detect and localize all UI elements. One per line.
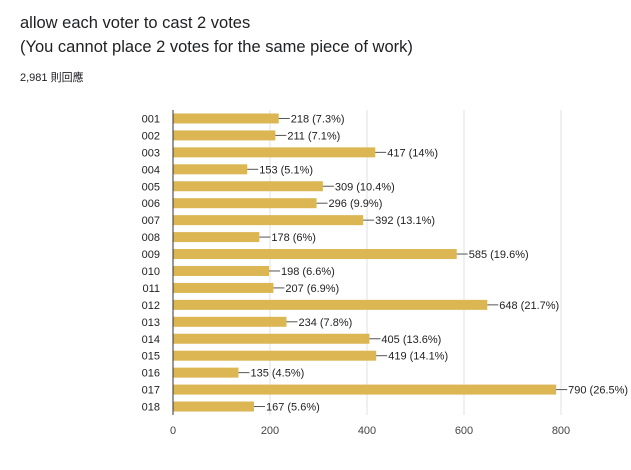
data-label: 234 (7.8%) [298, 317, 352, 329]
data-label: 392 (13.1%) [375, 215, 435, 227]
data-label: 309 (10.4%) [335, 181, 395, 193]
gridlines [269, 110, 562, 415]
bars [173, 113, 557, 412]
bar-003 [173, 147, 376, 158]
data-label: 178 (6%) [271, 232, 316, 244]
bar-004 [173, 164, 248, 175]
category-label: 003 [142, 147, 160, 159]
bar-012 [173, 299, 488, 310]
data-label: 419 (14.1%) [388, 351, 448, 363]
bar-011 [173, 282, 274, 293]
category-label: 001 [142, 113, 160, 125]
bar-015 [173, 350, 377, 361]
category-label: 014 [142, 334, 160, 346]
data-label: 218 (7.3%) [291, 113, 345, 125]
category-label: 017 [142, 385, 160, 397]
category-labels: 001 002 003 004 005 006 007 008 009 010 011 012 013 0… [142, 113, 160, 413]
bar-018 [173, 401, 254, 412]
data-label: 296 (9.9%) [329, 198, 383, 210]
category-label: 010 [142, 266, 160, 278]
x-tick-label: 400 [358, 425, 376, 437]
x-tick-label: 0 [170, 425, 176, 437]
data-label: 417 (14%) [387, 147, 438, 159]
data-label: 648 (21.7%) [499, 300, 559, 312]
category-label: 009 [142, 249, 160, 261]
category-label: 018 [142, 402, 160, 414]
bar-016 [173, 367, 239, 378]
category-label: 002 [142, 130, 160, 142]
bar-008 [173, 232, 260, 243]
bar-013 [173, 316, 287, 327]
category-label: 016 [142, 368, 160, 380]
category-label: 006 [142, 198, 160, 210]
category-label: 005 [142, 181, 160, 193]
bar-009 [173, 249, 457, 260]
bar-014 [173, 333, 370, 344]
x-tick-label: 600 [455, 425, 473, 437]
data-labels: 218 (7.3%) 211 (7.1%) 417 (14%) 153 (5.1%) 3… [238, 113, 628, 414]
data-label: 790 (26.5%) [568, 385, 628, 397]
data-label: 207 (6.9%) [285, 283, 339, 295]
x-tick-labels: 0 200 400 600 800 [170, 425, 570, 437]
category-label: 013 [142, 317, 160, 329]
category-label: 004 [142, 164, 160, 176]
chart-title-line-2: (You cannot place 2 votes for the same p… [20, 38, 413, 56]
category-label: 015 [142, 351, 160, 363]
data-label: 211 (7.1%) [287, 130, 340, 142]
data-label: 135 (4.5%) [250, 368, 304, 380]
category-label: 012 [142, 300, 160, 312]
bar-002 [173, 130, 276, 141]
data-label: 585 (19.6%) [469, 249, 529, 261]
bar-005 [173, 181, 323, 192]
data-label: 405 (13.6%) [381, 334, 441, 346]
data-label: 167 (5.6%) [266, 402, 320, 414]
category-label: 008 [142, 232, 160, 244]
data-label: 153 (5.1%) [259, 164, 313, 176]
bar-010 [173, 265, 270, 276]
x-tick-label: 800 [552, 425, 570, 437]
category-label: 007 [142, 215, 160, 227]
data-label: 198 (6.6%) [281, 266, 335, 278]
bar-017 [173, 384, 557, 395]
chart-title-line-1: allow each voter to cast 2 votes [20, 14, 251, 32]
bar-007 [173, 215, 364, 226]
category-label: 011 [142, 283, 160, 295]
bar-006 [173, 198, 317, 209]
response-count: 2,981 則回應 [20, 72, 84, 84]
x-tick-label: 200 [261, 425, 279, 437]
bar-001 [173, 113, 279, 124]
